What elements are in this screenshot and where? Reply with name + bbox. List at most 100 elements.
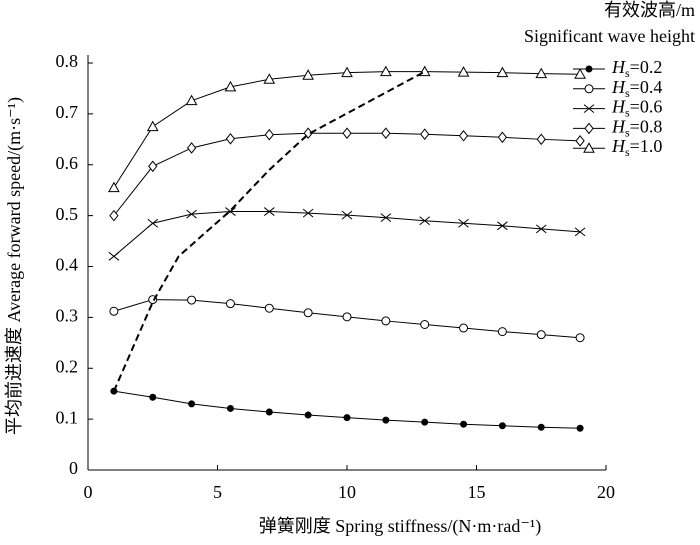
point (264, 303, 274, 313)
point (187, 295, 197, 305)
x-tick-label: 0 (84, 482, 93, 502)
point (496, 66, 509, 78)
point (382, 416, 390, 424)
point (575, 135, 585, 147)
y-tick-label: 0.8 (56, 51, 79, 71)
point (380, 213, 392, 223)
legend-title: Significant wave height (524, 26, 695, 46)
legend-label-part: s (625, 66, 630, 80)
point (148, 160, 158, 173)
legend-label-part: s (625, 145, 630, 159)
y-tick-label: 0.6 (56, 153, 79, 173)
point (224, 80, 237, 92)
point (497, 131, 508, 144)
point (458, 129, 469, 142)
point (536, 330, 546, 340)
y-tick-label: 0.4 (56, 255, 79, 275)
y-tick-label: 0 (69, 458, 78, 478)
point (584, 122, 594, 135)
point (497, 221, 508, 231)
legend-label-part: H (611, 136, 626, 156)
point (497, 327, 507, 337)
legend-label-part: H (611, 77, 626, 97)
point (303, 127, 313, 140)
point (185, 94, 198, 106)
point (225, 299, 235, 309)
x-axis-label: 弹簧刚度 Spring stiffness/(N·m·rad⁻¹) (259, 516, 542, 537)
optimum-line (112, 70, 426, 392)
point (575, 333, 585, 343)
point (265, 408, 273, 416)
point (341, 210, 353, 220)
legend-label: Hs=1.0 (611, 136, 662, 159)
point (343, 414, 351, 422)
series-line (113, 132, 581, 216)
x-tick-label: 20 (597, 482, 615, 502)
point (419, 216, 431, 226)
legend-label-part: =0.2 (630, 57, 663, 77)
y-axis-label: 平均前进速度 Average forward speed/(m·s⁻¹) (4, 97, 25, 435)
point (583, 104, 595, 113)
legend-label-part: s (625, 105, 630, 119)
legend-label-part: H (611, 57, 626, 77)
point (108, 251, 120, 261)
point (460, 420, 468, 428)
point (188, 400, 196, 408)
point (149, 393, 157, 401)
point (186, 209, 197, 219)
point (263, 207, 275, 216)
legend-label: Hs=0.2 (611, 57, 662, 80)
legend-label: Hs=0.8 (611, 117, 662, 140)
legend-label-part: s (625, 86, 630, 100)
point (498, 422, 506, 430)
point (303, 308, 313, 318)
legend-label-part: H (611, 117, 626, 137)
point (535, 224, 547, 234)
point (342, 312, 352, 322)
point (459, 323, 469, 333)
legend-label-part: =0.4 (630, 77, 663, 97)
point (380, 65, 392, 77)
legend-label-part: =0.8 (630, 117, 663, 137)
point (109, 209, 119, 222)
point (458, 218, 469, 228)
point (147, 218, 159, 228)
point (536, 133, 546, 146)
legend-title: 有效波高/m (604, 0, 695, 20)
legend-label-part: H (611, 97, 626, 117)
point (421, 418, 429, 426)
point (264, 128, 274, 141)
point (381, 127, 391, 140)
point (226, 404, 234, 412)
point (574, 227, 586, 237)
legend-label: Hs=0.6 (611, 97, 662, 120)
legend-label-part: =0.6 (630, 97, 663, 117)
point (263, 73, 276, 84)
legend-label-part: s (625, 125, 630, 139)
x-tick-label: 5 (213, 482, 222, 502)
y-tick-label: 0.1 (56, 407, 79, 427)
point (108, 181, 120, 193)
series-line (113, 390, 581, 429)
point (109, 306, 119, 316)
point (420, 319, 430, 329)
point (585, 65, 593, 73)
point (457, 66, 470, 77)
point (341, 66, 353, 78)
x-tick-label: 15 (468, 482, 486, 502)
point (381, 316, 391, 326)
legend-label-part: =1.0 (630, 136, 663, 156)
x-tick-label: 10 (338, 482, 356, 502)
point (186, 142, 197, 154)
y-tick-label: 0.7 (56, 102, 79, 122)
point (535, 67, 548, 79)
point (342, 127, 352, 140)
point (302, 208, 314, 218)
point (420, 128, 430, 141)
point (584, 84, 594, 94)
point (583, 142, 595, 153)
point (576, 424, 584, 432)
legend-label: Hs=0.4 (611, 77, 662, 100)
point (304, 411, 312, 419)
